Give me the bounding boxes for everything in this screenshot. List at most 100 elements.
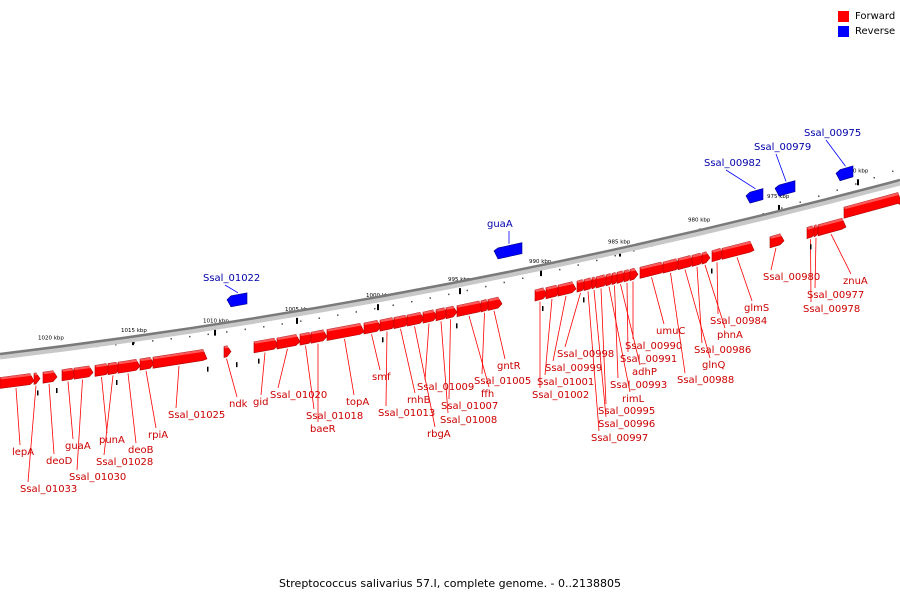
leader-line	[344, 338, 355, 396]
gene-highlight	[140, 357, 153, 362]
ruler-minor-tick	[244, 328, 246, 331]
gene-label-ssal-01018: Ssal_01018	[306, 411, 363, 422]
ruler-minor-tick	[614, 254, 616, 257]
gene-highlight	[770, 233, 783, 239]
gene-labels: lepA Ssal_01033 deoD guaA Ssal_01030 punA Ssal…	[12, 128, 868, 495]
gene-label-ssal-00999: Ssal_00999	[545, 363, 602, 374]
gene-highlight	[624, 269, 631, 273]
gene-label-ssal-00988: Ssal_00988	[677, 375, 734, 386]
ruler-tick-label: 995 kbp	[448, 277, 471, 283]
leader-line	[620, 284, 641, 366]
gene-label-smf: smf	[372, 372, 391, 383]
leader-line	[101, 376, 108, 434]
leader-line	[544, 298, 553, 376]
ruler-tick-label: 1010 kbp	[203, 319, 229, 325]
gene-ssal-01002	[534, 287, 548, 302]
gene-ssal-00982-reverse	[745, 188, 764, 204]
gene-baer	[310, 329, 328, 344]
leader-line	[626, 282, 629, 353]
gene-highlight	[630, 268, 637, 272]
gene-label-phna: phnA	[717, 330, 743, 341]
ruler-minor-tick	[300, 320, 302, 322]
gene-highlight	[606, 273, 613, 277]
ruler-minor-tick	[318, 317, 320, 319]
ruler-minor-tick	[374, 307, 376, 310]
leader-line	[76, 379, 83, 471]
gene-label-ndk: ndk	[229, 399, 248, 410]
gene-label-ssal-01020: Ssal_01020	[270, 390, 327, 401]
ruler-minor-tick	[189, 335, 191, 338]
gene-highlight	[702, 251, 709, 256]
gene-label-ssal-00997: Ssal_00997	[591, 433, 648, 444]
gene-label-deob: deoB	[128, 445, 154, 456]
gene-label-ssal-00993: Ssal_00993	[610, 380, 667, 391]
gene-highlight	[577, 279, 585, 284]
ruler-minor-tick	[281, 323, 283, 325]
ruler-major-tick	[296, 317, 298, 324]
gene-label-ssal-00980: Ssal_00980	[763, 272, 820, 283]
ruler-tick-label: 970 kbp	[846, 168, 869, 174]
leader-line	[651, 277, 665, 325]
leader-line	[385, 331, 388, 407]
gene-label-guaa-reverse: guaA	[487, 219, 513, 230]
ruler-minor-tick	[633, 250, 635, 252]
gene-highlight	[34, 372, 39, 376]
gene-label-ssal-00982-reverse: Ssal_00982	[704, 158, 761, 169]
gene-highlight	[722, 241, 753, 251]
backbone-shadow	[0, 180, 900, 360]
leader-line	[493, 310, 506, 360]
gene-ssal-00975-reverse	[835, 165, 854, 182]
leader-line	[775, 153, 787, 182]
ruler-tick-label: 980 kbp	[688, 218, 711, 224]
strand-marker	[456, 323, 458, 329]
gene-label-ssal-01002: Ssal_01002	[532, 390, 589, 401]
gene-ssal-01009	[422, 309, 438, 324]
gene-highlight	[663, 258, 679, 265]
ruler-minor-tick	[392, 304, 394, 306]
gene-highlight	[300, 332, 312, 337]
leader-line	[670, 272, 686, 374]
ruler-minor-tick	[892, 170, 894, 173]
leader-line	[175, 365, 180, 409]
leader-line	[145, 370, 157, 429]
ruler-minor-tick	[448, 293, 450, 296]
gene-highlight	[327, 323, 363, 332]
leader-line	[468, 315, 490, 388]
forward-swatch	[838, 11, 849, 22]
strand-marker	[56, 388, 58, 394]
ruler-minor-tick	[115, 343, 117, 346]
ruler-tick-label: 1015 kbp	[121, 328, 147, 334]
ruler-minor-tick	[503, 281, 505, 284]
gene-label-rpia: rpiA	[148, 430, 168, 441]
leader-line	[127, 373, 137, 444]
gene-deod	[42, 370, 58, 384]
leader-line	[424, 323, 430, 381]
legend-forward: Forward	[838, 9, 895, 24]
gene-label-ssal-01001: Ssal_01001	[537, 377, 594, 388]
legend: Forward Reverse	[838, 9, 895, 39]
strand-marker	[542, 306, 544, 312]
gene-highlight	[617, 270, 625, 275]
gene-gid	[253, 337, 279, 354]
gene-highlight	[678, 255, 693, 261]
gene-label-ssal-00978: Ssal_00978	[803, 304, 860, 315]
gene-label-ssal-01013: Ssal_01013	[378, 408, 435, 419]
ruler-minor-tick	[152, 340, 154, 342]
leader-line	[224, 284, 239, 294]
gene-label-ssal-00991: Ssal_00991	[620, 354, 677, 365]
gene-rpia	[139, 357, 155, 371]
leader-line	[414, 326, 436, 428]
legend-forward-label: Forward	[855, 11, 896, 22]
gene-znua	[817, 217, 847, 237]
gene-ssal-00979-reverse	[774, 180, 796, 197]
gene-highlight	[488, 297, 501, 302]
leader-line	[260, 352, 266, 396]
ruler-minor-tick	[355, 311, 357, 313]
leader-line	[814, 237, 817, 289]
legend-reverse: Reverse	[838, 24, 895, 39]
leader-line	[277, 348, 288, 389]
gene-label-ssal-00975-reverse: Ssal_00975	[804, 128, 861, 139]
gene-highlight	[457, 300, 482, 308]
gene-label-znua: znuA	[843, 276, 868, 287]
